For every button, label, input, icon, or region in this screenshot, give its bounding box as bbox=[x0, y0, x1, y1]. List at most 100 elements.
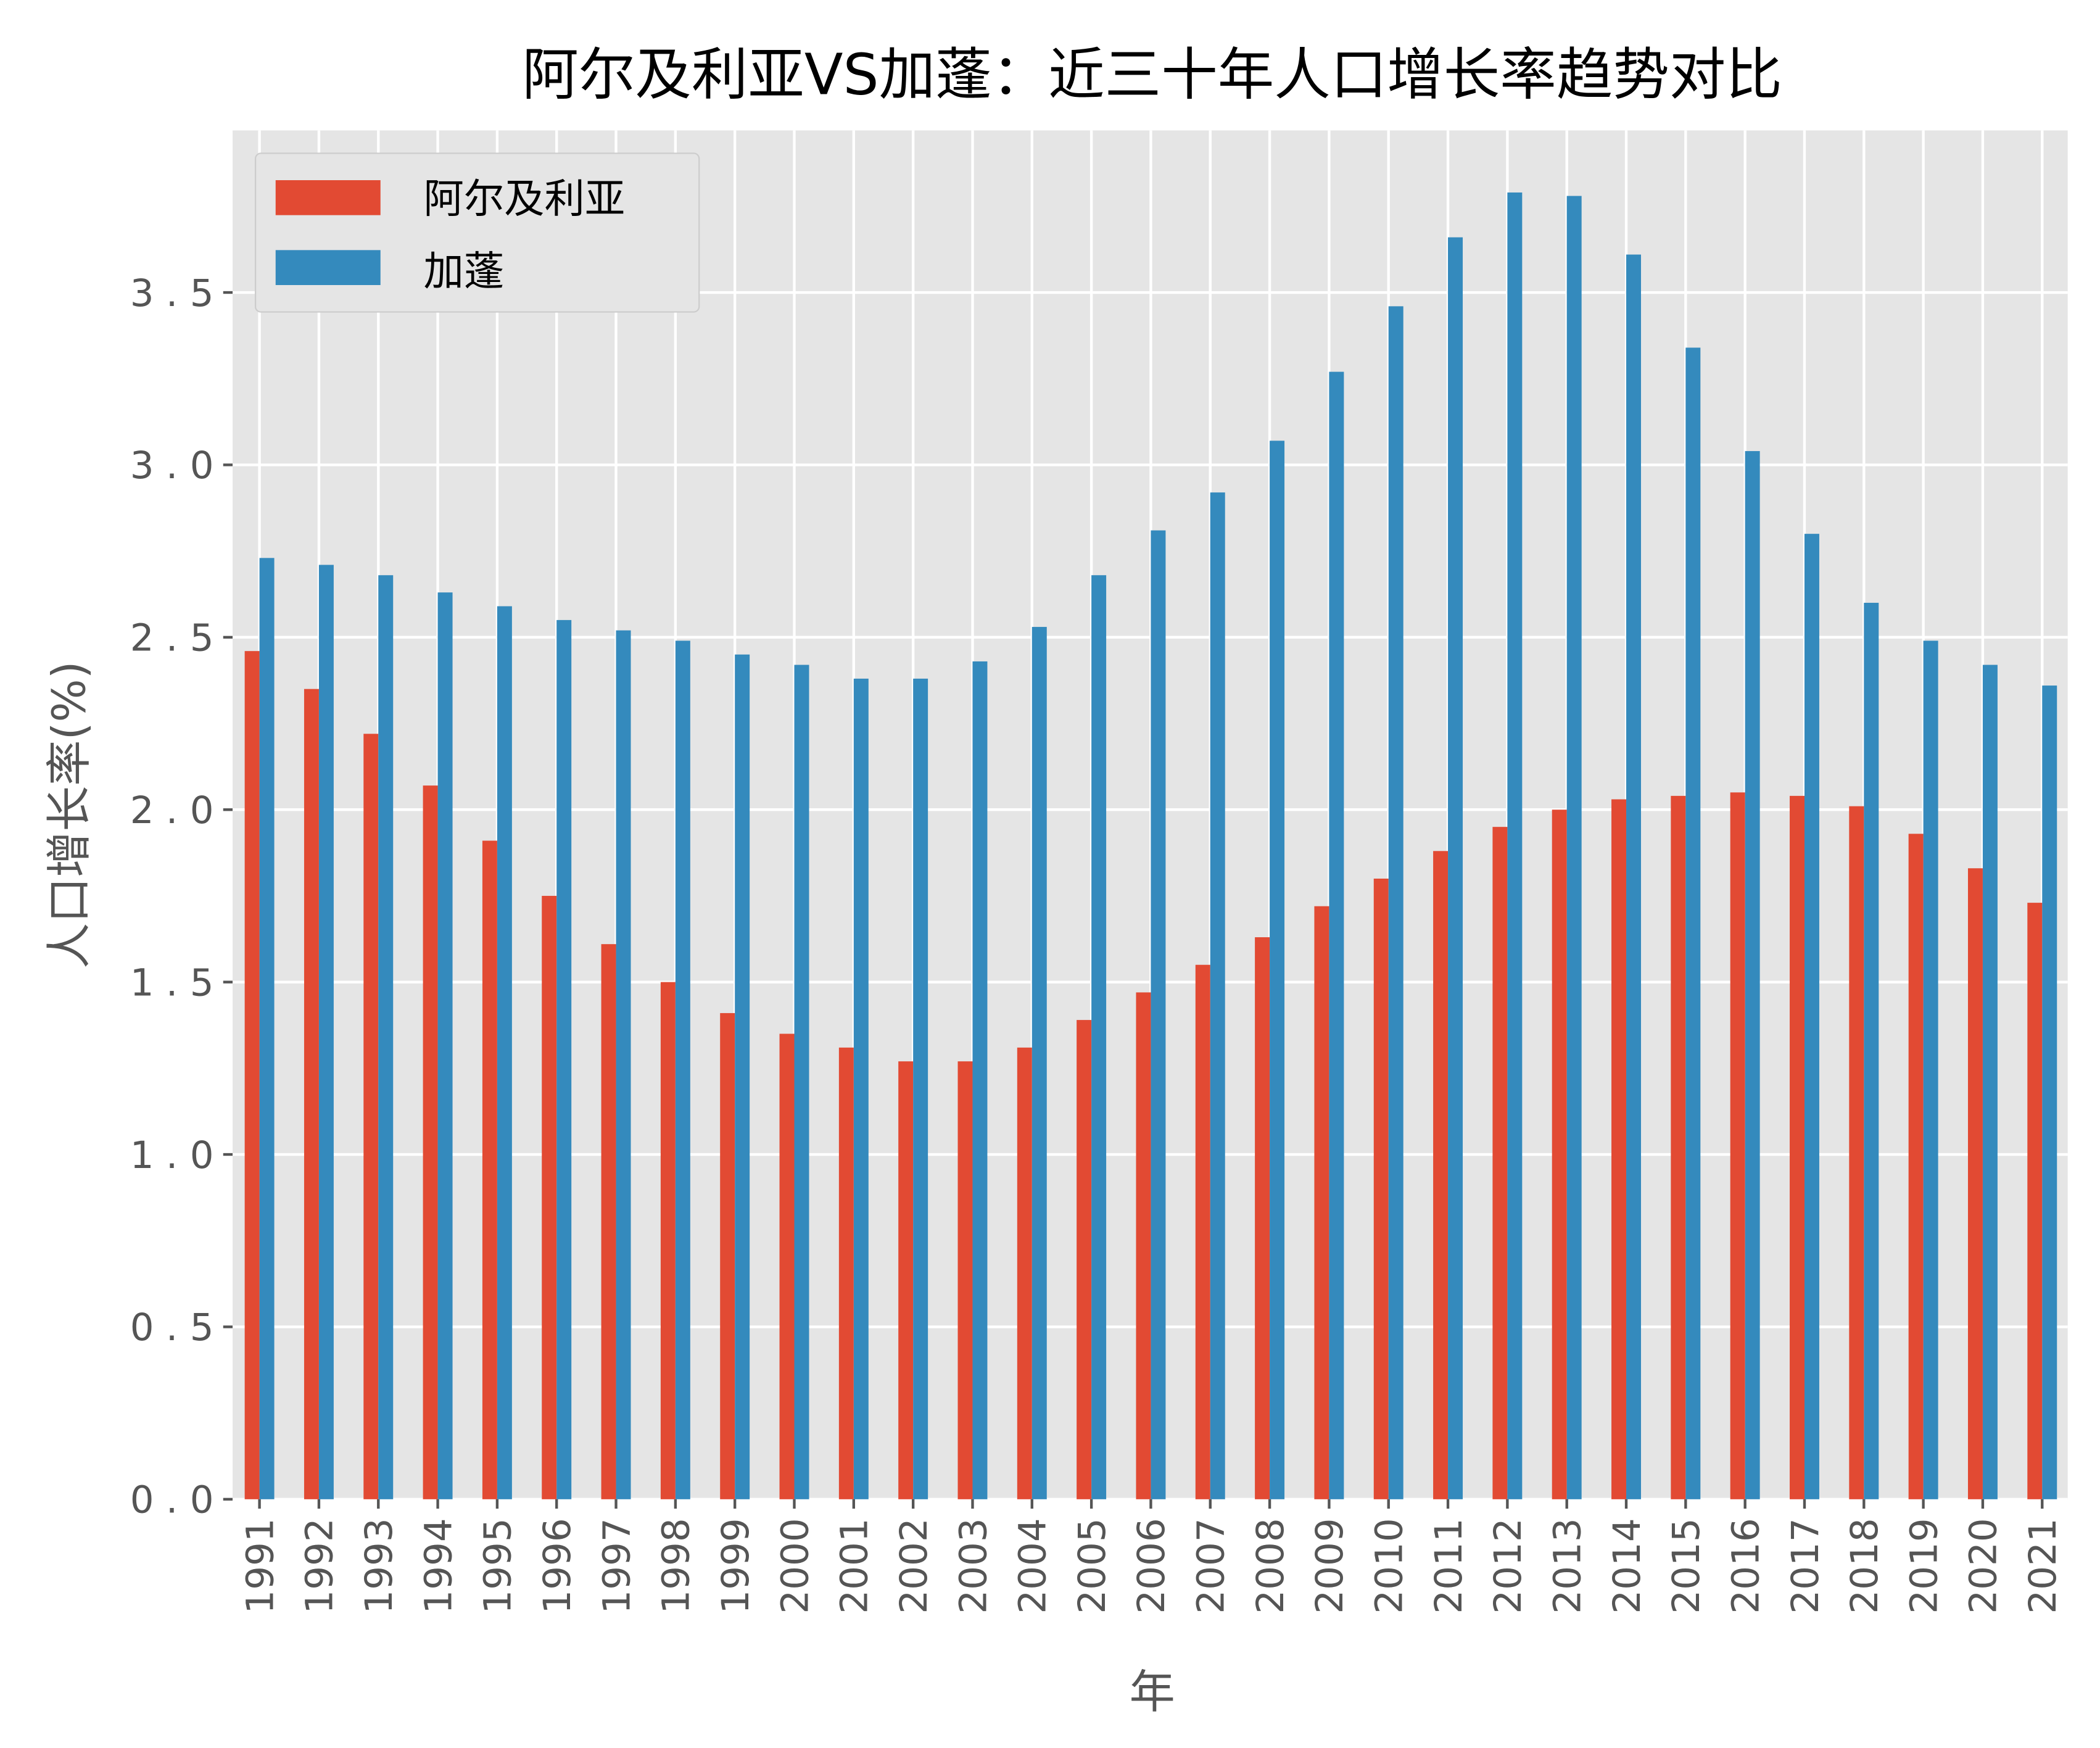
bar-algeria-2001 bbox=[838, 1047, 854, 1499]
bar-gabon-1991 bbox=[259, 558, 275, 1499]
bar-algeria-2004 bbox=[1017, 1047, 1032, 1499]
y-tick-label: 0 . 0 bbox=[130, 1478, 214, 1522]
x-tick-label: 2009 bbox=[1308, 1518, 1352, 1613]
bar-gabon-2010 bbox=[1388, 306, 1403, 1499]
x-tick-label: 2010 bbox=[1368, 1518, 1412, 1613]
bar-gabon-2012 bbox=[1507, 192, 1523, 1499]
bar-gabon-2016 bbox=[1745, 451, 1760, 1499]
bar-gabon-1995 bbox=[497, 606, 512, 1499]
x-tick-label: 2001 bbox=[833, 1518, 877, 1613]
bar-gabon-2004 bbox=[1031, 627, 1047, 1499]
bar-gabon-2003 bbox=[972, 661, 988, 1499]
bars bbox=[244, 192, 2057, 1499]
bar-algeria-1998 bbox=[660, 982, 676, 1499]
bar-gabon-2021 bbox=[2042, 686, 2057, 1499]
y-ticks: 0 . 0 0 . 5 1 . 0 1 . 5 2 . 0 2 . 5 3 . 0 3 . 5 bbox=[130, 271, 233, 1522]
bar-algeria-2019 bbox=[1908, 834, 1924, 1499]
bar-algeria-2011 bbox=[1433, 851, 1449, 1499]
x-tick-label: 2016 bbox=[1724, 1518, 1767, 1613]
bar-gabon-1993 bbox=[378, 575, 394, 1499]
y-tick-label: 3 . 5 bbox=[130, 271, 214, 315]
bar-gabon-2018 bbox=[1864, 602, 1879, 1499]
x-tick-label: 2012 bbox=[1486, 1518, 1530, 1613]
bar-algeria-2012 bbox=[1492, 827, 1508, 1499]
bar-gabon-1996 bbox=[556, 619, 572, 1499]
bar-algeria-2002 bbox=[898, 1061, 914, 1499]
y-tick-label: 3 . 0 bbox=[130, 444, 214, 487]
y-tick-label: 0 . 5 bbox=[130, 1306, 214, 1349]
x-tick-label: 2007 bbox=[1189, 1518, 1233, 1613]
bar-algeria-2010 bbox=[1373, 878, 1389, 1499]
x-tick-label: 1999 bbox=[714, 1518, 758, 1613]
bar-gabon-2006 bbox=[1151, 530, 1166, 1499]
bar-gabon-2007 bbox=[1210, 492, 1225, 1499]
bar-gabon-2017 bbox=[1804, 534, 1819, 1499]
bar-gabon-2009 bbox=[1329, 371, 1344, 1499]
legend-swatch-gabon bbox=[275, 250, 381, 285]
x-tick-label: 2004 bbox=[1011, 1518, 1055, 1613]
bar-algeria-1999 bbox=[720, 1013, 735, 1499]
y-tick-label: 1 . 5 bbox=[130, 961, 214, 1004]
x-tick-label: 2018 bbox=[1843, 1518, 1887, 1613]
x-tick-label: 1998 bbox=[655, 1518, 698, 1613]
x-axis-label: 年 bbox=[1130, 1666, 1175, 1719]
bar-gabon-2020 bbox=[1982, 665, 1998, 1499]
bar-gabon-2019 bbox=[1923, 640, 1938, 1499]
bar-algeria-2017 bbox=[1790, 795, 1804, 1499]
bar-gabon-2005 bbox=[1091, 575, 1107, 1499]
x-tick-label: 2006 bbox=[1130, 1518, 1173, 1613]
legend-label-gabon: 加蓬 bbox=[423, 248, 504, 295]
bar-gabon-2000 bbox=[794, 665, 809, 1499]
x-tick-label: 2011 bbox=[1427, 1518, 1471, 1613]
y-tick-label: 1 . 0 bbox=[130, 1133, 214, 1177]
bar-algeria-2020 bbox=[1967, 868, 1983, 1499]
bar-algeria-1997 bbox=[601, 944, 616, 1499]
bar-algeria-1994 bbox=[423, 785, 438, 1499]
x-tick-label: 1993 bbox=[357, 1518, 401, 1613]
x-tick-label: 2013 bbox=[1545, 1518, 1589, 1613]
bar-algeria-1993 bbox=[363, 734, 379, 1499]
x-tick-label: 1991 bbox=[238, 1518, 282, 1613]
x-tick-label: 2008 bbox=[1249, 1518, 1292, 1613]
bar-algeria-2016 bbox=[1730, 792, 1745, 1499]
bar-gabon-2011 bbox=[1448, 237, 1463, 1499]
x-tick-label: 2021 bbox=[2021, 1518, 2065, 1613]
bar-gabon-2015 bbox=[1685, 347, 1701, 1499]
bar-gabon-1999 bbox=[735, 654, 750, 1499]
bar-gabon-1994 bbox=[437, 592, 453, 1499]
x-tick-label: 1994 bbox=[416, 1518, 460, 1613]
bar-algeria-2005 bbox=[1077, 1020, 1092, 1499]
y-tick-label: 2 . 5 bbox=[130, 616, 214, 660]
y-tick-label: 2 . 0 bbox=[130, 789, 214, 832]
bar-algeria-1995 bbox=[482, 840, 497, 1499]
x-tick-label: 1996 bbox=[535, 1518, 579, 1613]
x-tick-label: 2017 bbox=[1784, 1518, 1827, 1613]
bar-algeria-2008 bbox=[1255, 937, 1270, 1499]
bar-algeria-1996 bbox=[542, 895, 557, 1499]
bar-algeria-2018 bbox=[1849, 806, 1864, 1499]
x-tick-label: 2014 bbox=[1605, 1518, 1649, 1613]
bar-algeria-2000 bbox=[779, 1033, 795, 1499]
x-tick-label: 2015 bbox=[1664, 1518, 1708, 1613]
x-ticks: 1991 1992 1993 1994 1995 1996 1997 1998 1999 2000… bbox=[238, 1499, 2065, 1614]
bar-algeria-2014 bbox=[1611, 799, 1627, 1499]
bar-gabon-2013 bbox=[1566, 196, 1582, 1499]
bar-gabon-1998 bbox=[675, 640, 690, 1499]
x-tick-label: 2020 bbox=[1962, 1518, 2006, 1613]
legend: 阿尔及利亚 加蓬 bbox=[254, 152, 700, 313]
bar-gabon-2002 bbox=[913, 678, 928, 1499]
x-tick-label: 2019 bbox=[1902, 1518, 1946, 1613]
bar-algeria-2003 bbox=[957, 1061, 973, 1499]
legend-swatch-algeria bbox=[275, 180, 381, 215]
chart-title: 阿尔及利亚VS加蓬：近三十年人口增长率趋势对比 bbox=[522, 42, 1782, 108]
bar-gabon-2008 bbox=[1270, 441, 1285, 1499]
bar-algeria-2021 bbox=[2027, 903, 2043, 1499]
x-tick-label: 1997 bbox=[595, 1518, 639, 1613]
x-tick-label: 2002 bbox=[892, 1518, 936, 1613]
x-tick-label: 2000 bbox=[773, 1518, 817, 1613]
bar-algeria-2015 bbox=[1671, 795, 1686, 1499]
x-tick-label: 2003 bbox=[951, 1518, 995, 1613]
x-tick-label: 2005 bbox=[1070, 1518, 1114, 1613]
y-axis-label: 人口增长率(%) bbox=[43, 661, 96, 969]
